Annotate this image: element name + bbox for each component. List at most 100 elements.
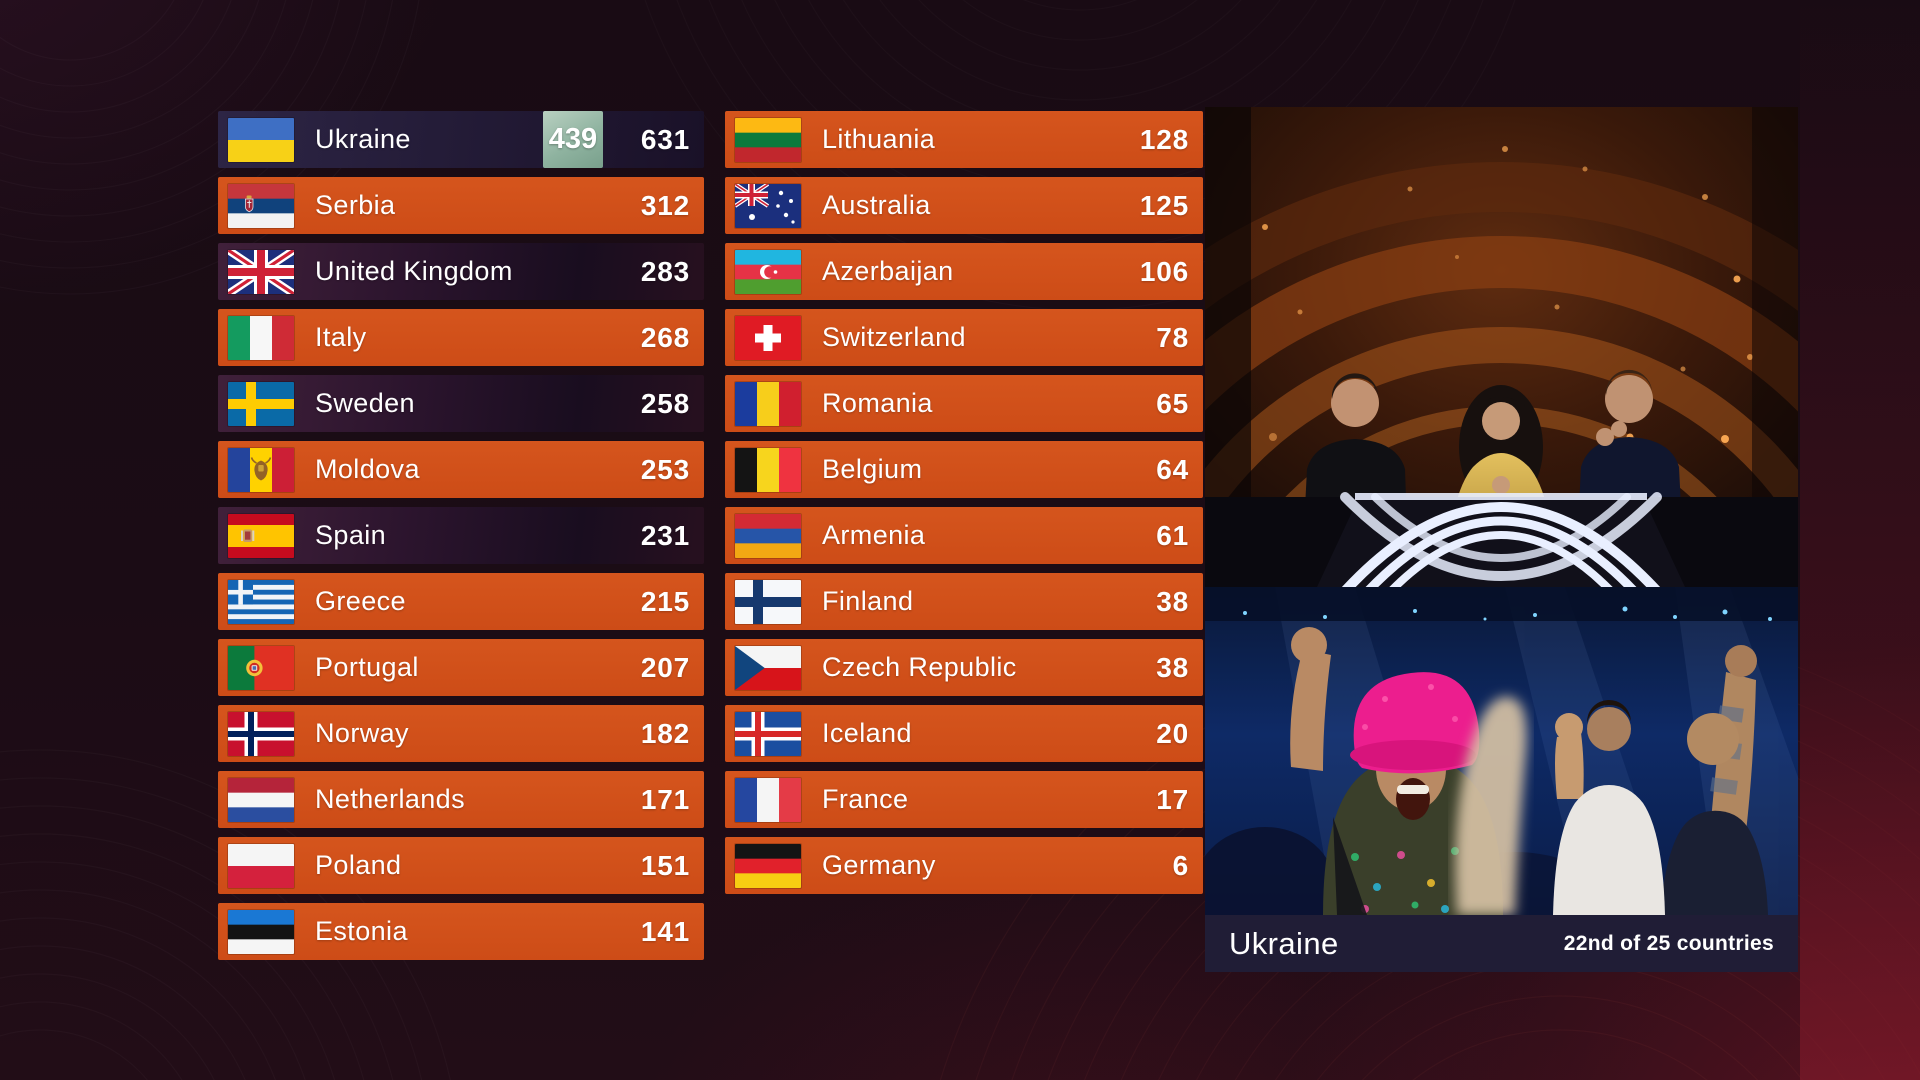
country-name: Azerbaijan xyxy=(822,256,954,286)
ukraine-flag-icon xyxy=(228,117,294,162)
ceiling-lights xyxy=(1243,606,1772,621)
country-total-score: 125 xyxy=(1139,189,1189,221)
lithuania-flag-icon xyxy=(735,117,801,162)
country-total-score: 151 xyxy=(640,849,690,881)
country-name: Sweden xyxy=(315,388,415,418)
stage-hosts-video xyxy=(1205,107,1798,587)
country-total-score: 207 xyxy=(640,651,690,683)
scoreboard-left-column: Ukraine 439 631 Serbia 312 United Kingdom 283 I… xyxy=(218,111,704,960)
norway-flag-icon xyxy=(228,711,294,756)
blurred-foreground-hand xyxy=(1455,696,1527,915)
score-row-poland: Poland 151 xyxy=(218,837,704,894)
score-row-lithuania: Lithuania 128 xyxy=(725,111,1203,168)
score-row-france: France 17 xyxy=(725,771,1203,828)
score-row-netherlands: Netherlands 171 xyxy=(218,771,704,828)
switzerland-flag-icon xyxy=(735,315,801,360)
country-name: Romania xyxy=(822,388,933,418)
estonia-flag-icon xyxy=(228,909,294,954)
score-row-ukraine: Ukraine 439 631 xyxy=(218,111,704,168)
country-name: Armenia xyxy=(822,520,926,550)
scoreboard-right-column: Lithuania 128 Australia 125 Azerbaijan 106 Swi… xyxy=(725,111,1203,894)
australia-flag-icon xyxy=(735,183,801,228)
portugal-flag-icon xyxy=(228,645,294,690)
country-total-score: 61 xyxy=(1156,519,1189,551)
country-total-score: 312 xyxy=(640,189,690,221)
score-row-norway: Norway 182 xyxy=(218,705,704,762)
green-room-scene xyxy=(1205,587,1798,915)
score-row-iceland: Iceland 20 xyxy=(725,705,1203,762)
country-total-score: 106 xyxy=(1139,255,1189,287)
live-video-panel: Ukraine 22nd of 25 countries xyxy=(1205,107,1798,972)
moldova-flag-icon xyxy=(228,447,294,492)
finland-flag-icon xyxy=(735,579,801,624)
score-row-estonia: Estonia 141 xyxy=(218,903,704,960)
country-name: Netherlands xyxy=(315,784,465,814)
greece-flag-icon xyxy=(228,579,294,624)
country-total-score: 128 xyxy=(1139,123,1189,155)
country-total-score: 171 xyxy=(640,783,690,815)
country-name: France xyxy=(822,784,909,814)
led-desk xyxy=(1205,492,1798,587)
country-name: Poland xyxy=(315,850,402,880)
azerbaijan-flag-icon xyxy=(735,249,801,294)
score-row-romania: Romania 65 xyxy=(725,375,1203,432)
now-announcing-bar: Ukraine 22nd of 25 countries xyxy=(1205,915,1798,972)
country-total-score: 38 xyxy=(1156,651,1189,683)
germany-flag-icon xyxy=(735,843,801,888)
country-total-score: 78 xyxy=(1156,321,1189,353)
country-name: Serbia xyxy=(315,190,396,220)
country-total-score: 182 xyxy=(640,717,690,749)
country-total-score: 631 xyxy=(640,123,690,155)
background-red-glow xyxy=(1800,0,1920,1080)
score-row-australia: Australia 125 xyxy=(725,177,1203,234)
country-name: Estonia xyxy=(315,916,408,946)
score-row-portugal: Portugal 207 xyxy=(218,639,704,696)
country-name: Portugal xyxy=(315,652,419,682)
country-name: Italy xyxy=(315,322,367,352)
score-row-serbia: Serbia 312 xyxy=(218,177,704,234)
score-row-czech-republic: Czech Republic 38 xyxy=(725,639,1203,696)
country-name: Greece xyxy=(315,586,406,616)
country-name: Spain xyxy=(315,520,387,550)
green-room-video xyxy=(1205,587,1798,915)
score-row-germany: Germany 6 xyxy=(725,837,1203,894)
country-total-score: 215 xyxy=(640,585,690,617)
country-total-score: 258 xyxy=(640,387,690,419)
score-row-belgium: Belgium 64 xyxy=(725,441,1203,498)
netherlands-flag-icon xyxy=(228,777,294,822)
score-row-spain: Spain 231 xyxy=(218,507,704,564)
country-name: United Kingdom xyxy=(315,256,513,286)
country-total-score: 17 xyxy=(1156,783,1189,815)
country-total-score: 268 xyxy=(640,321,690,353)
score-row-switzerland: Switzerland 78 xyxy=(725,309,1203,366)
score-row-italy: Italy 268 xyxy=(218,309,704,366)
belgium-flag-icon xyxy=(735,447,801,492)
country-name: Iceland xyxy=(822,718,912,748)
score-row-sweden: Sweden 258 xyxy=(218,375,704,432)
country-name: Germany xyxy=(822,850,936,880)
spain-flag-icon xyxy=(228,513,294,558)
country-name: Ukraine xyxy=(315,124,411,154)
country-name: Switzerland xyxy=(822,322,966,352)
country-total-score: 253 xyxy=(640,453,690,485)
france-flag-icon xyxy=(735,777,801,822)
serbia-flag-icon xyxy=(228,183,294,228)
televote-points-badge: 439 xyxy=(543,111,603,168)
country-name: Australia xyxy=(822,190,931,220)
country-total-score: 38 xyxy=(1156,585,1189,617)
score-row-united-kingdom: United Kingdom 283 xyxy=(218,243,704,300)
country-name: Czech Republic xyxy=(822,652,1017,682)
country-total-score: 283 xyxy=(640,255,690,287)
country-name: Lithuania xyxy=(822,124,936,154)
score-row-moldova: Moldova 253 xyxy=(218,441,704,498)
czech-republic-flag-icon xyxy=(735,645,801,690)
country-total-score: 65 xyxy=(1156,387,1189,419)
italy-flag-icon xyxy=(228,315,294,360)
country-total-score: 141 xyxy=(640,915,690,947)
romania-flag-icon xyxy=(735,381,801,426)
country-name: Finland xyxy=(822,586,914,616)
country-name: Moldova xyxy=(315,454,420,484)
armenia-flag-icon xyxy=(735,513,801,558)
poland-flag-icon xyxy=(228,843,294,888)
